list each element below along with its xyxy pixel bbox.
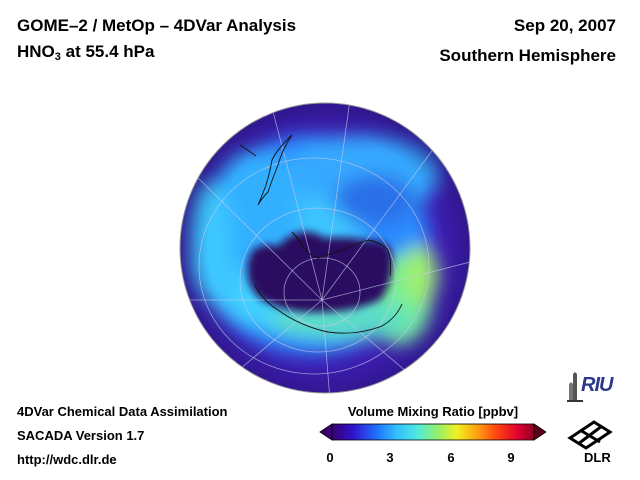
riu-logo-text: RIU [581,374,613,396]
colorbar [319,423,547,441]
colorbar-tick: 9 [507,450,515,465]
colorbar-tick: 0 [326,450,334,465]
footer-url: http://wdc.dlr.de [17,452,117,467]
dlr-logo-text: DLR [584,450,611,465]
colorbar-tick: 3 [386,450,394,465]
dlr-logo-icon [567,420,613,450]
riu-logo-icon [567,372,583,402]
colorbar-max-arrow [533,423,547,441]
footer-line-2: SACADA Version 1.7 [17,428,145,443]
species-subscript: 3 [54,51,61,63]
map-title: GOME–2 / MetOp – 4DVar Analysis [17,16,297,35]
graticule [180,103,470,393]
colorbar-title: Volume Mixing Ratio [ppbv] [347,404,519,419]
map-date: Sep 20, 2007 [513,16,616,35]
map-region: Southern Hemisphere [439,46,616,65]
pressure-level: at 55.4 hPa [60,42,155,61]
colorbar-min-arrow [319,423,333,441]
map-subtitle: HNO3 at 55.4 hPa [17,42,154,63]
species-name: HNO [17,42,55,61]
colorbar-tick: 6 [447,450,455,465]
globe-outline [179,102,471,394]
footer-line-1: 4DVar Chemical Data Assimilation [17,404,228,419]
colorbar-gradient [331,423,535,441]
